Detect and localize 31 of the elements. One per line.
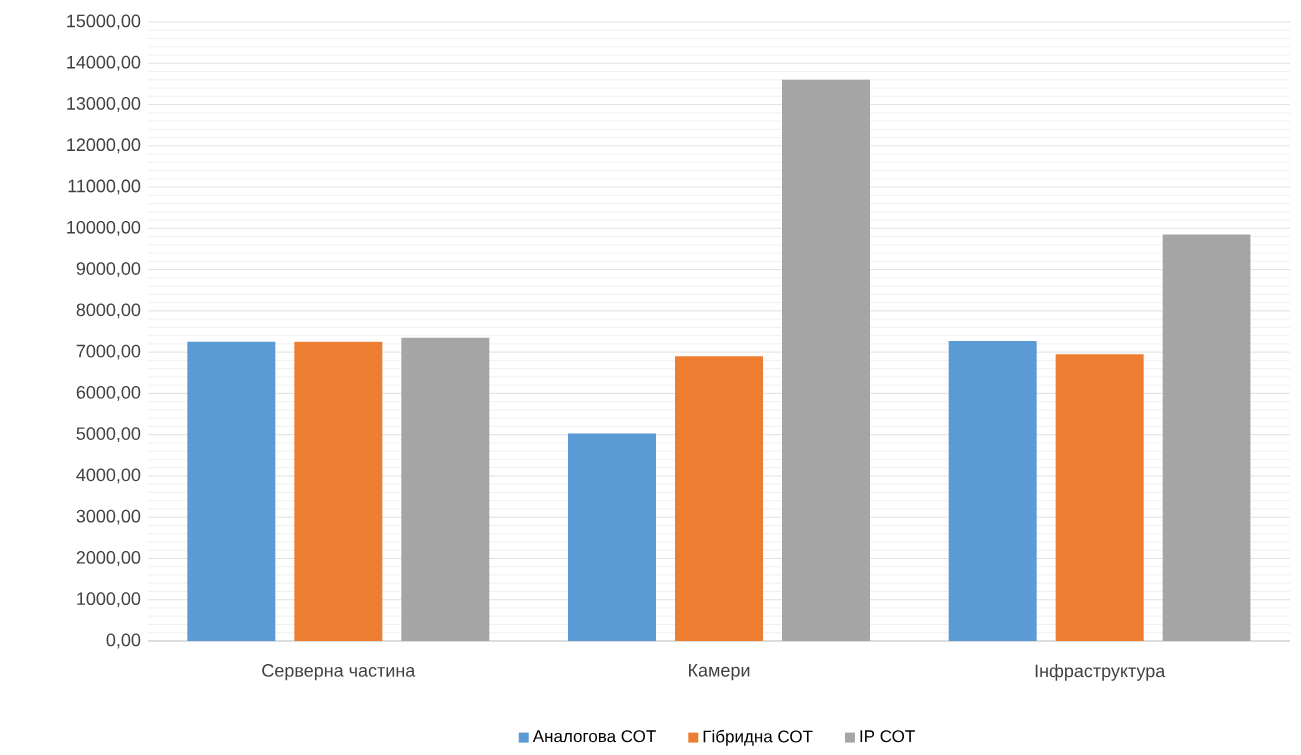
y-tick-label: 10000,00 (67, 220, 141, 236)
legend-label: Гібридна СОТ (703, 729, 813, 746)
bar (401, 337, 490, 641)
y-tick-label: 5000,00 (76, 427, 141, 443)
bar (675, 356, 764, 641)
y-tick-label: 9000,00 (76, 262, 141, 278)
y-tick-label: 4000,00 (76, 468, 141, 484)
y-tick-label: 15000,00 (67, 14, 141, 30)
y-tick-label: 2000,00 (76, 551, 141, 566)
bar (568, 433, 657, 641)
bar (1162, 234, 1251, 641)
y-tick-label: 0,00 (106, 633, 141, 649)
y-tick-label: 1000,00 (77, 592, 141, 608)
bar (187, 341, 276, 641)
y-tick-label: 6000,00 (76, 385, 141, 401)
y-tick-label: 3000,00 (76, 509, 141, 525)
legend-label: Аналогова СОТ (532, 730, 656, 743)
bar (1055, 354, 1144, 641)
x-tick-label: Інфраструктура (1035, 664, 1166, 681)
bar (782, 79, 871, 641)
bar (948, 340, 1037, 641)
y-tick-label: 7000,00 (76, 344, 141, 360)
y-tick-label: 14000,00 (67, 55, 141, 71)
bar (294, 341, 383, 641)
y-tick-label: 11000,00 (68, 179, 141, 195)
legend-label: IP СОТ (860, 730, 915, 743)
y-tick-label: 12000,00 (67, 138, 141, 154)
y-tick-label: 8000,00 (76, 303, 141, 319)
y-tick-label: 13000,00 (67, 97, 141, 112)
x-tick-label: Серверна частина (262, 664, 416, 681)
x-tick-label: Камери (689, 664, 750, 681)
